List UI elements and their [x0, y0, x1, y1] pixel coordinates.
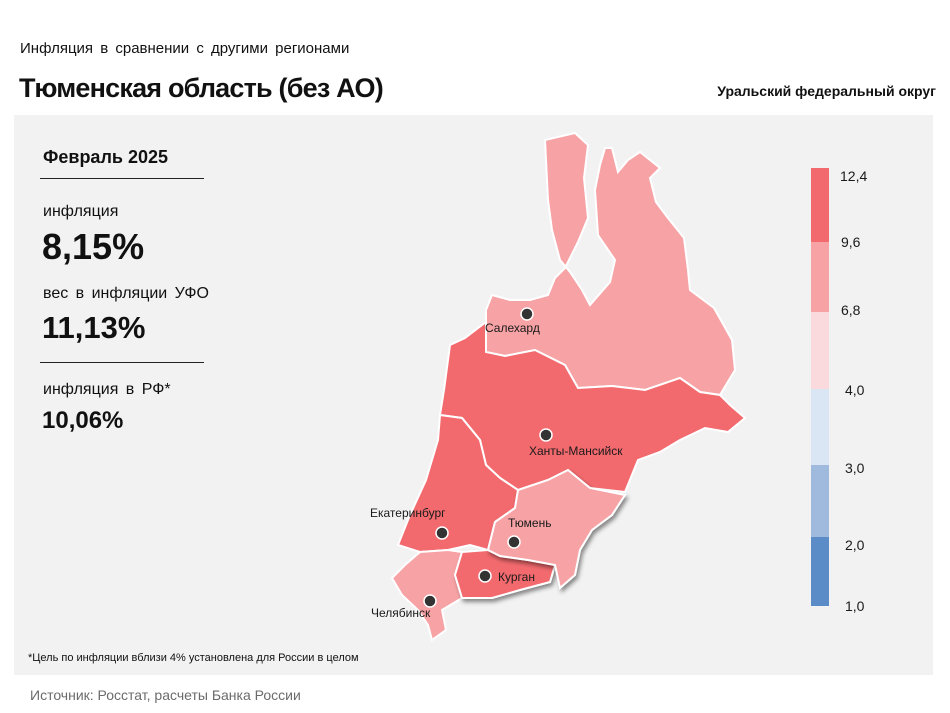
district-label: Уральский федеральный округ [717, 83, 936, 99]
city-label: Ханты-Мансийск [529, 444, 623, 458]
legend-tick: 6,8 [841, 302, 861, 318]
chart-subtitle: Инфляция в сравнении с другими регионами [20, 40, 350, 57]
city-label: Тюмень [508, 516, 551, 530]
region-tyumen[interactable] [486, 468, 627, 590]
legend-bin-2-0-3-0 [811, 465, 829, 537]
city-marker-icon [539, 428, 553, 442]
city-marker-icon [520, 307, 534, 321]
footnote: *Цель по инфляции вблизи 4% установлена … [28, 652, 359, 664]
city-salekhard: Салехард [485, 307, 540, 335]
city-label: Екатеринбург [370, 506, 446, 520]
city-marker-icon [435, 526, 449, 540]
rf-inflation-value: 10,06% [42, 407, 124, 434]
legend-bin-1-0-2-0 [811, 537, 829, 606]
city-kurgan: Курган [478, 569, 535, 584]
weight-value: 11,13% [42, 310, 146, 345]
inflation-value: 8,15% [42, 226, 145, 267]
city-tyumen: Тюмень [507, 516, 551, 549]
legend-tick: 9,6 [841, 234, 861, 250]
city-marker-icon [478, 569, 492, 583]
legend-tick: 3,0 [845, 460, 865, 476]
city-label: Курган [498, 570, 535, 584]
legend-tick: 4,0 [845, 382, 865, 398]
divider-bottom [40, 362, 204, 363]
period-label: Февраль 2025 [43, 147, 168, 167]
rf-inflation-label: инфляция в РФ* [43, 381, 171, 398]
inflation-label: инфляция [43, 203, 119, 220]
legend-tick: 12,4 [840, 168, 867, 184]
legend-tick: 1,0 [845, 598, 865, 614]
city-label: Салехард [485, 321, 540, 335]
city-marker-icon [507, 535, 521, 549]
divider-top [40, 178, 204, 179]
weight-label: вес в инфляции УФО [43, 285, 209, 302]
city-chelyabinsk: Челябинск [371, 594, 437, 620]
legend-tick: 2,0 [845, 537, 865, 553]
legend-bin-3-0-4-0 [811, 389, 829, 465]
legend-bin-4-0-6-8 [811, 312, 829, 389]
city-khanty-mansiysk: Ханты-Мансийск [529, 428, 623, 458]
page-title: Тюменская область (без АО) [19, 73, 384, 103]
city-yekaterinburg: Екатеринбург [370, 506, 449, 540]
city-marker-icon [423, 594, 437, 608]
source-note: Источник: Росстат, расчеты Банка России [30, 687, 301, 703]
legend-bin-6-8-9-6 [811, 242, 829, 312]
color-legend: 12,4 9,6 6,8 4,0 3,0 2,0 1,0 [811, 168, 867, 614]
city-label: Челябинск [371, 606, 431, 620]
region-yamal[interactable] [485, 131, 737, 397]
legend-bin-9-6-12-4 [811, 168, 829, 242]
